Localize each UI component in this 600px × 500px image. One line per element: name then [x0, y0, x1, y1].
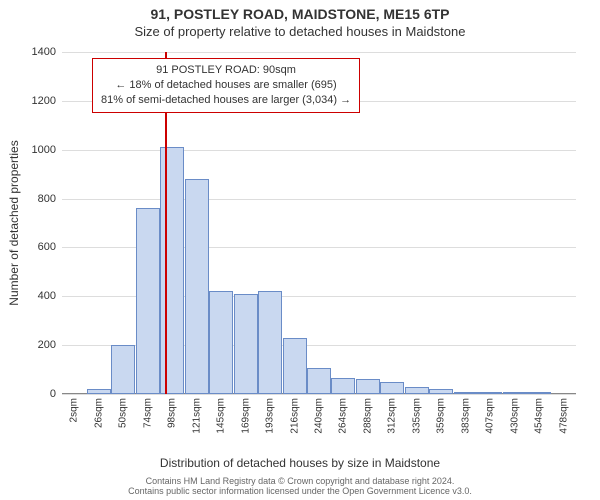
x-tick-label: 288sqm — [362, 398, 373, 434]
footnote: Contains HM Land Registry data © Crown c… — [0, 476, 600, 497]
x-tick-label: 383sqm — [460, 398, 471, 434]
x-axis: 2sqm 26sqm 50sqm 74sqm 98sqm 121sqm 145sqm 169s… — [62, 394, 576, 454]
x-tick-label: 121sqm — [191, 398, 202, 434]
x-tick-label: 335sqm — [411, 398, 422, 434]
histogram-bar — [209, 291, 233, 394]
histogram-bar — [356, 379, 380, 394]
x-tick-label: 264sqm — [338, 398, 349, 434]
footnote-line: Contains HM Land Registry data © Crown c… — [0, 476, 600, 486]
plot-area: 91 POSTLEY ROAD: 90sqm← 18% of detached … — [62, 52, 576, 394]
histogram-bar — [234, 294, 258, 394]
histogram-bar — [380, 382, 404, 394]
x-tick-label: 193sqm — [265, 398, 276, 434]
annotation-line: ← 18% of detached houses are smaller (69… — [101, 78, 351, 93]
annotation-line: 91 POSTLEY ROAD: 90sqm — [101, 63, 351, 78]
x-tick-label: 478sqm — [558, 398, 569, 434]
x-tick-label: 98sqm — [167, 398, 178, 428]
histogram-bar — [283, 338, 307, 394]
gridline — [62, 52, 576, 53]
histogram-bar — [331, 378, 355, 394]
chart-title: 91, POSTLEY ROAD, MAIDSTONE, ME15 6TP — [0, 0, 600, 22]
x-tick-label: 312sqm — [387, 398, 398, 434]
chart-subtitle: Size of property relative to detached ho… — [0, 22, 600, 43]
x-tick-label: 359sqm — [436, 398, 447, 434]
y-axis-label: Number of detached properties — [7, 52, 21, 394]
chart-container: 91, POSTLEY ROAD, MAIDSTONE, ME15 6TP Si… — [0, 0, 600, 500]
x-tick-label: 2sqm — [69, 398, 80, 422]
gridline — [62, 199, 576, 200]
annotation-box: 91 POSTLEY ROAD: 90sqm← 18% of detached … — [92, 58, 360, 113]
footnote-line: Contains public sector information licen… — [0, 486, 600, 496]
histogram-bar — [160, 147, 184, 394]
histogram-bar — [307, 368, 331, 394]
x-tick-label: 454sqm — [534, 398, 545, 434]
x-tick-label: 240sqm — [314, 398, 325, 434]
histogram-bar — [185, 179, 209, 394]
gridline — [62, 150, 576, 151]
x-tick-label: 26sqm — [93, 398, 104, 428]
x-tick-label: 74sqm — [142, 398, 153, 428]
x-tick-label: 169sqm — [240, 398, 251, 434]
x-tick-label: 407sqm — [485, 398, 496, 434]
x-tick-label: 50sqm — [118, 398, 129, 428]
x-tick-label: 145sqm — [216, 398, 227, 434]
histogram-bar — [258, 291, 282, 394]
x-axis-label: Distribution of detached houses by size … — [0, 456, 600, 470]
x-tick-label: 430sqm — [509, 398, 520, 434]
x-tick-label: 216sqm — [289, 398, 300, 434]
histogram-bar — [111, 345, 135, 394]
annotation-line: 81% of semi-detached houses are larger (… — [101, 93, 351, 108]
histogram-bar — [405, 387, 429, 394]
histogram-bar — [136, 208, 160, 394]
